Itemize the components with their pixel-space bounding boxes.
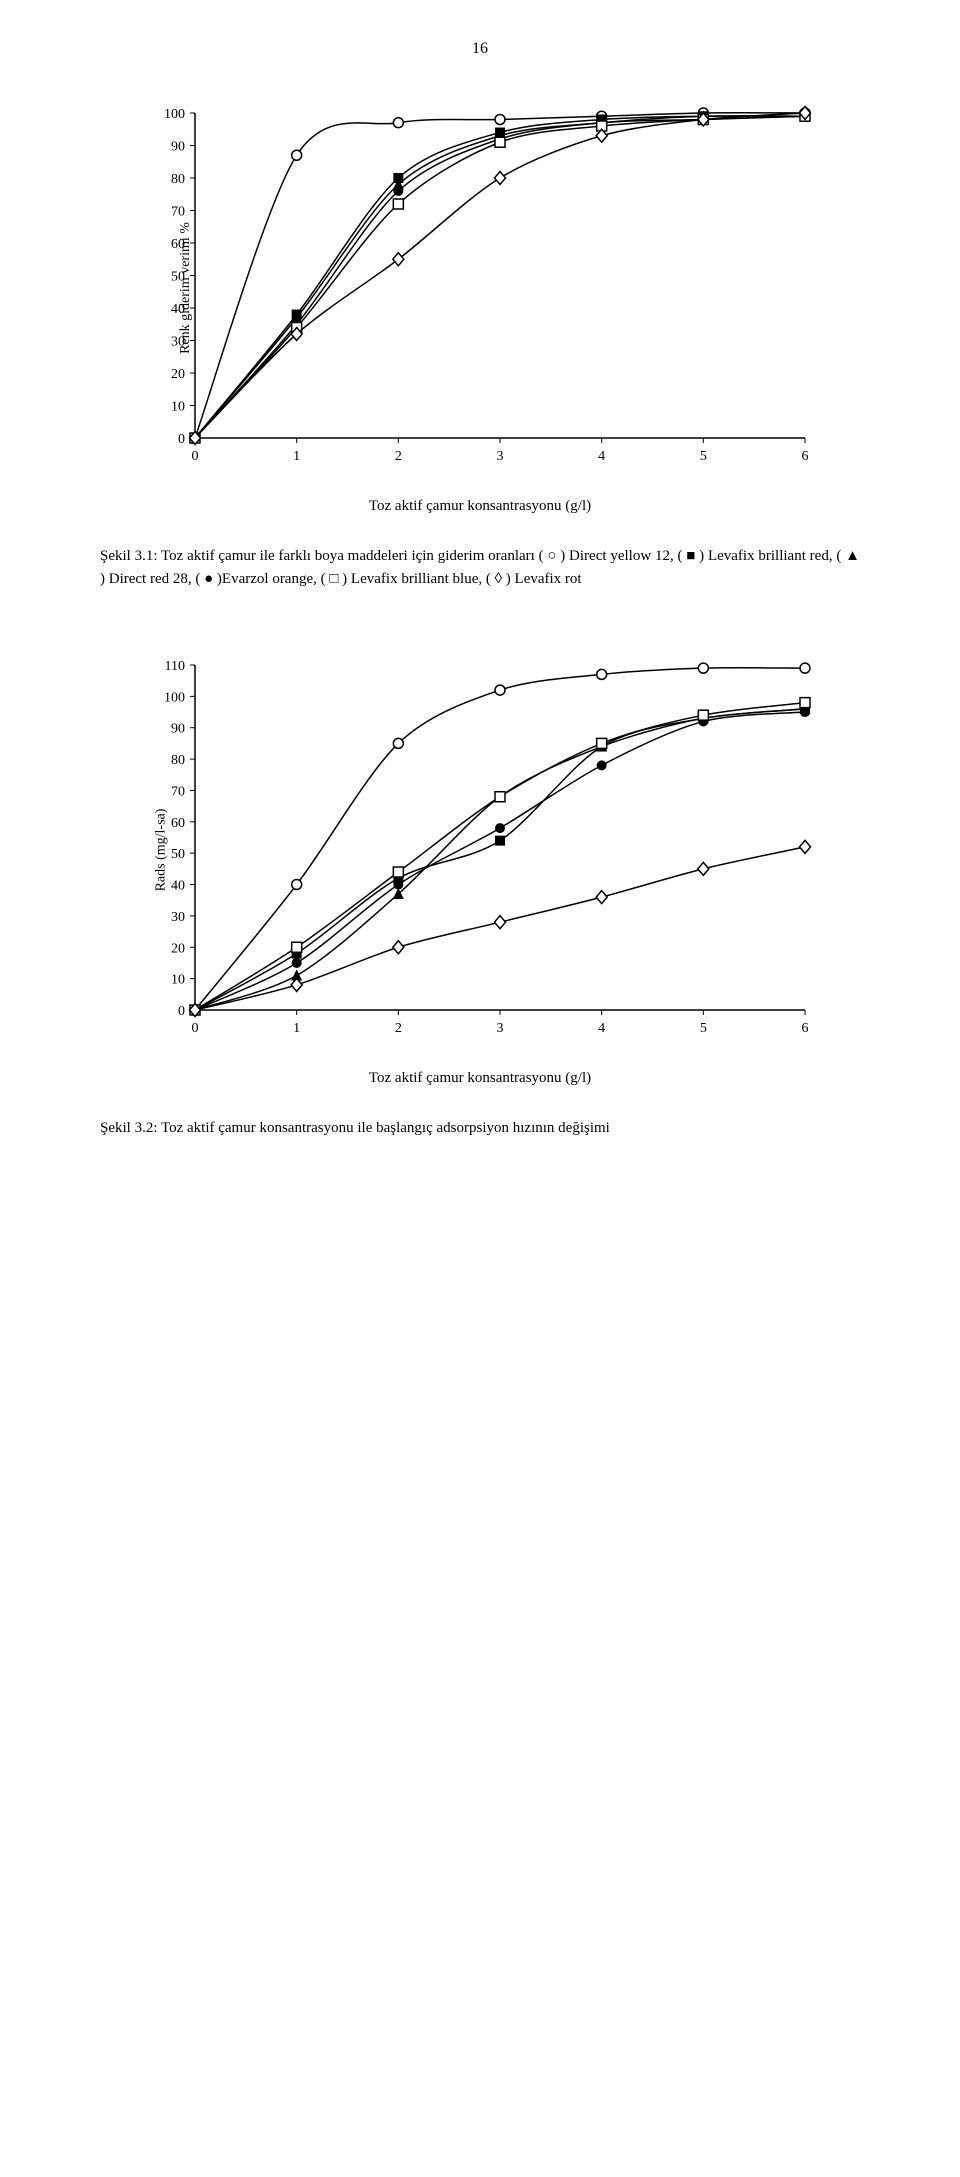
svg-text:10: 10 [171,400,185,415]
svg-text:6: 6 [802,449,809,464]
chart-1: 01020304050607080901000123456 [140,98,820,478]
svg-text:20: 20 [171,367,185,382]
svg-text:50: 50 [171,847,185,862]
chart-2-container: Rads (mg/l-sa) 0102030405060708090100110… [130,650,830,1050]
svg-text:3: 3 [497,1021,504,1036]
page-number: 16 [60,40,900,58]
svg-text:10: 10 [171,973,185,988]
svg-text:20: 20 [171,941,185,956]
chart-2-y-label: Rads (mg/l-sa) [153,809,169,892]
svg-text:60: 60 [171,816,185,831]
svg-text:4: 4 [598,449,605,464]
svg-text:6: 6 [802,1021,809,1036]
chart-1-y-label: Renk giderim verimi % [178,222,194,354]
svg-text:80: 80 [171,753,185,768]
svg-text:5: 5 [700,449,707,464]
svg-text:0: 0 [192,1021,199,1036]
chart-1-x-label: Toz aktif çamur konsantrasyonu (g/l) [60,498,900,515]
svg-text:90: 90 [171,140,185,155]
svg-text:3: 3 [497,449,504,464]
svg-text:1: 1 [293,449,300,464]
svg-text:100: 100 [164,690,185,705]
svg-text:30: 30 [171,910,185,925]
caption-1: Şekil 3.1: Toz aktif çamur ile farklı bo… [100,545,860,590]
svg-text:5: 5 [700,1021,707,1036]
svg-text:70: 70 [171,205,185,220]
svg-text:2: 2 [395,1021,402,1036]
svg-text:0: 0 [192,449,199,464]
svg-text:70: 70 [171,784,185,799]
svg-text:90: 90 [171,722,185,737]
svg-text:110: 110 [165,659,185,674]
svg-text:80: 80 [171,172,185,187]
svg-text:1: 1 [293,1021,300,1036]
svg-text:100: 100 [164,107,185,122]
svg-text:40: 40 [171,879,185,894]
chart-2-x-label: Toz aktif çamur konsantrasyonu (g/l) [60,1070,900,1087]
svg-text:2: 2 [395,449,402,464]
svg-text:4: 4 [598,1021,605,1036]
chart-1-container: Renk giderim verimi % 010203040506070809… [130,98,830,478]
chart-2: 0 10 20 30 40 50 60 70 80 90 100 110 0 1 2 3 4 5 6 [140,650,820,1050]
svg-text:0: 0 [178,432,185,447]
svg-text:0: 0 [178,1004,185,1019]
caption-2: Şekil 3.2: Toz aktif çamur konsantrasyon… [100,1117,860,1140]
